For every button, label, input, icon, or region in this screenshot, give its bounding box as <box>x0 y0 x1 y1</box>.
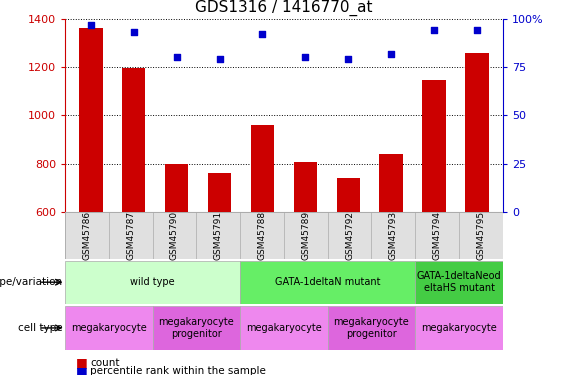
Point <box>301 54 310 60</box>
Bar <box>294 162 317 212</box>
Title: GDS1316 / 1416770_at: GDS1316 / 1416770_at <box>195 0 373 16</box>
Bar <box>79 28 102 212</box>
Text: cell type: cell type <box>18 323 62 333</box>
Text: megakaryocyte: megakaryocyte <box>246 323 322 333</box>
Text: GSM45792: GSM45792 <box>345 211 354 260</box>
Bar <box>153 306 240 350</box>
Text: ■: ■ <box>76 356 88 369</box>
Point <box>344 56 353 62</box>
Bar <box>165 164 188 212</box>
Bar <box>251 125 274 212</box>
Bar <box>122 68 145 212</box>
Text: GSM45791: GSM45791 <box>214 211 223 260</box>
Point <box>172 54 181 60</box>
Bar <box>337 178 360 212</box>
Point <box>386 51 396 57</box>
Point <box>129 29 138 35</box>
Point <box>215 56 224 62</box>
Text: wild type: wild type <box>131 277 175 287</box>
Text: GSM45789: GSM45789 <box>301 211 310 260</box>
Text: GSM45787: GSM45787 <box>126 211 135 260</box>
Text: GSM45788: GSM45788 <box>258 211 267 260</box>
Text: percentile rank within the sample: percentile rank within the sample <box>90 366 266 375</box>
Text: ■: ■ <box>76 365 88 375</box>
Point <box>258 31 267 37</box>
Text: GSM45790: GSM45790 <box>170 211 179 260</box>
Bar <box>65 306 153 350</box>
Bar <box>240 261 415 304</box>
Text: GSM45795: GSM45795 <box>476 211 485 260</box>
Text: megakaryocyte: megakaryocyte <box>71 323 147 333</box>
Bar <box>240 306 328 350</box>
Bar <box>65 261 240 304</box>
Text: GATA-1deltaN mutant: GATA-1deltaN mutant <box>275 277 380 287</box>
Bar <box>208 172 231 212</box>
Bar <box>415 261 503 304</box>
Text: megakaryocyte
progenitor: megakaryocyte progenitor <box>333 317 410 339</box>
Point <box>429 27 438 33</box>
Bar <box>423 80 446 212</box>
Point <box>472 27 481 33</box>
Text: megakaryocyte
progenitor: megakaryocyte progenitor <box>158 317 234 339</box>
Text: GSM45793: GSM45793 <box>389 211 398 260</box>
Bar <box>466 53 489 212</box>
Text: GSM45794: GSM45794 <box>433 211 442 260</box>
Bar <box>328 306 415 350</box>
Text: genotype/variation: genotype/variation <box>0 277 62 287</box>
Bar <box>380 154 403 212</box>
Text: megakaryocyte: megakaryocyte <box>421 323 497 333</box>
Bar <box>415 306 503 350</box>
Text: GATA-1deltaNeod
eltaHS mutant: GATA-1deltaNeod eltaHS mutant <box>417 272 501 293</box>
Text: count: count <box>90 358 120 368</box>
Text: GSM45786: GSM45786 <box>82 211 92 260</box>
Point <box>86 21 95 27</box>
